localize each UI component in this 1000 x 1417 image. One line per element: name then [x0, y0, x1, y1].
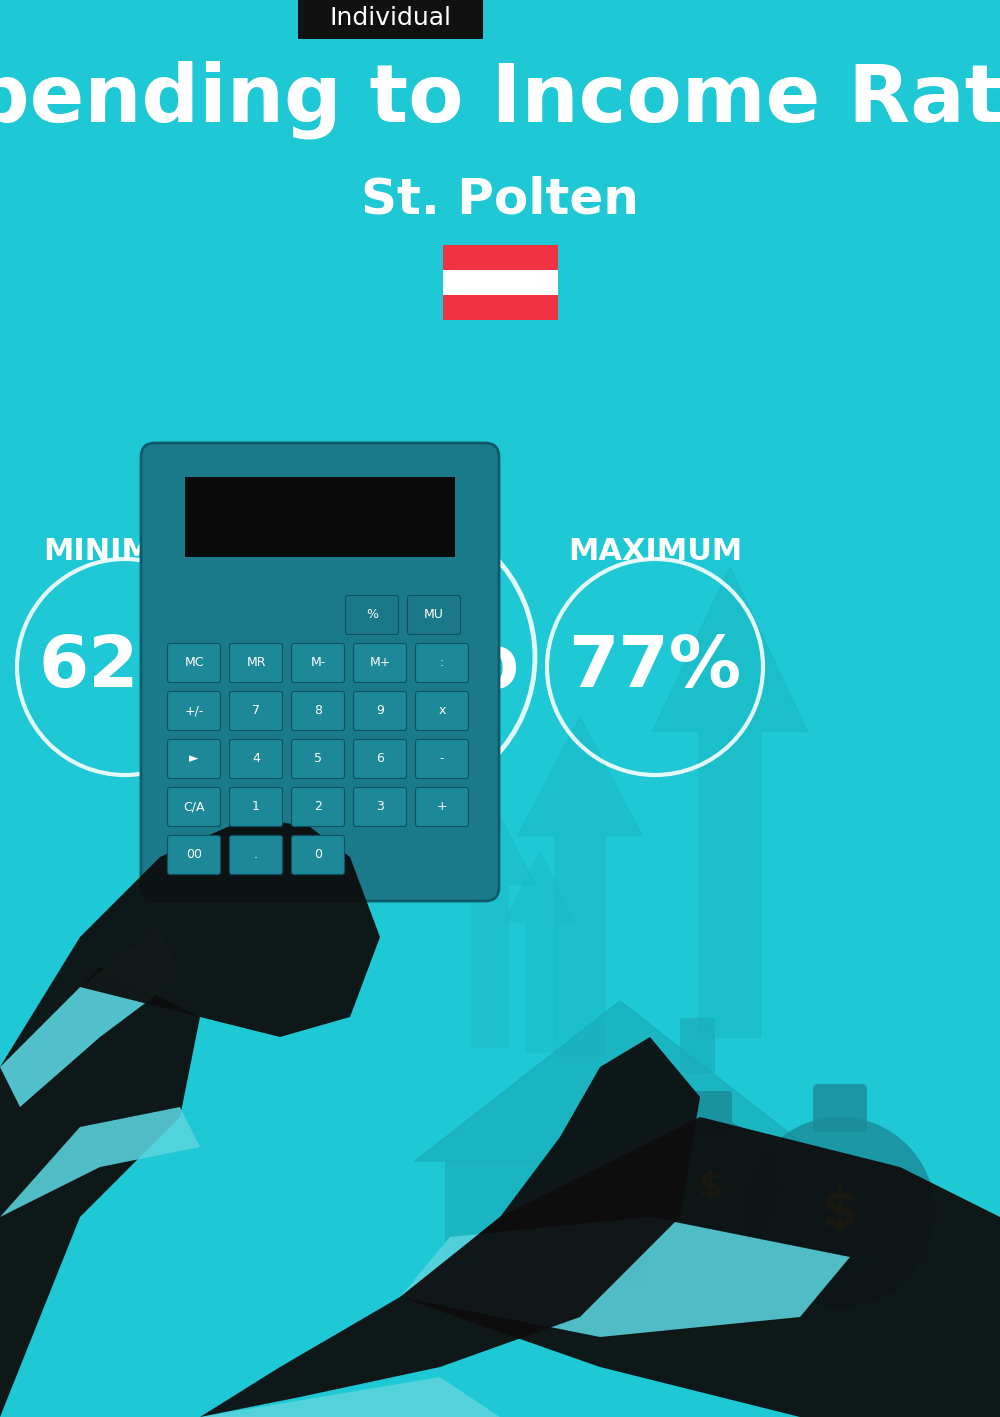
Text: C/A: C/A: [183, 801, 205, 813]
FancyBboxPatch shape: [570, 1263, 760, 1278]
Polygon shape: [505, 852, 575, 1051]
FancyBboxPatch shape: [168, 643, 220, 683]
Text: Spending to Income Ratio: Spending to Income Ratio: [0, 61, 1000, 139]
FancyBboxPatch shape: [168, 836, 220, 874]
Circle shape: [745, 1117, 935, 1306]
Polygon shape: [200, 1377, 500, 1417]
FancyBboxPatch shape: [570, 1248, 760, 1264]
Text: 62%: 62%: [39, 632, 211, 701]
FancyBboxPatch shape: [168, 740, 220, 778]
FancyBboxPatch shape: [298, 0, 482, 40]
Text: +/-: +/-: [184, 704, 204, 717]
Polygon shape: [400, 1117, 1000, 1417]
Text: %: %: [366, 608, 378, 622]
Polygon shape: [0, 818, 380, 1067]
Text: Individual: Individual: [329, 6, 451, 30]
Text: +: +: [437, 801, 447, 813]
Text: :: :: [440, 656, 444, 669]
Text: 1: 1: [252, 801, 260, 813]
FancyBboxPatch shape: [416, 691, 468, 731]
FancyBboxPatch shape: [570, 1220, 760, 1236]
Polygon shape: [0, 1107, 200, 1217]
Text: MINIMUM: MINIMUM: [43, 537, 207, 567]
FancyBboxPatch shape: [230, 691, 283, 731]
FancyBboxPatch shape: [688, 1091, 732, 1131]
FancyBboxPatch shape: [442, 295, 558, 320]
Polygon shape: [652, 567, 808, 1037]
Text: MU: MU: [424, 608, 444, 622]
FancyBboxPatch shape: [442, 245, 558, 271]
FancyBboxPatch shape: [680, 1017, 715, 1073]
Text: x: x: [438, 704, 446, 717]
FancyBboxPatch shape: [442, 271, 558, 295]
FancyBboxPatch shape: [570, 1206, 760, 1221]
FancyBboxPatch shape: [570, 1178, 760, 1195]
FancyBboxPatch shape: [230, 788, 283, 826]
FancyBboxPatch shape: [570, 1275, 760, 1292]
Text: $: $: [822, 1186, 858, 1238]
FancyBboxPatch shape: [354, 740, 406, 778]
FancyBboxPatch shape: [408, 595, 460, 635]
FancyBboxPatch shape: [813, 1084, 867, 1132]
Text: $: $: [697, 1170, 723, 1204]
Text: 7: 7: [252, 704, 260, 717]
Text: 0: 0: [314, 849, 322, 862]
Text: MR: MR: [246, 656, 266, 669]
FancyBboxPatch shape: [230, 643, 283, 683]
FancyBboxPatch shape: [354, 691, 406, 731]
FancyBboxPatch shape: [416, 788, 468, 826]
Polygon shape: [0, 927, 180, 1107]
FancyBboxPatch shape: [590, 1207, 650, 1287]
FancyBboxPatch shape: [570, 1192, 760, 1209]
Text: MAXIMUM: MAXIMUM: [568, 537, 742, 567]
FancyBboxPatch shape: [292, 643, 344, 683]
Text: 2: 2: [314, 801, 322, 813]
Text: ►: ►: [189, 752, 199, 765]
FancyBboxPatch shape: [416, 740, 468, 778]
Text: 00: 00: [186, 849, 202, 862]
FancyBboxPatch shape: [168, 788, 220, 826]
FancyBboxPatch shape: [168, 691, 220, 731]
FancyBboxPatch shape: [292, 740, 344, 778]
Text: 77%: 77%: [568, 632, 742, 701]
FancyBboxPatch shape: [346, 595, 398, 635]
FancyBboxPatch shape: [570, 1234, 760, 1250]
Text: 6: 6: [376, 752, 384, 765]
Text: -: -: [440, 752, 444, 765]
FancyBboxPatch shape: [354, 643, 406, 683]
FancyBboxPatch shape: [230, 836, 283, 874]
Polygon shape: [0, 966, 200, 1417]
Text: 8: 8: [314, 704, 322, 717]
FancyBboxPatch shape: [141, 444, 499, 901]
Polygon shape: [400, 1217, 850, 1338]
FancyBboxPatch shape: [292, 836, 344, 874]
Text: 5: 5: [314, 752, 322, 765]
Text: .: .: [254, 849, 258, 862]
FancyBboxPatch shape: [292, 691, 344, 731]
FancyBboxPatch shape: [445, 1161, 795, 1287]
Text: 3: 3: [376, 801, 384, 813]
FancyBboxPatch shape: [185, 478, 455, 557]
Polygon shape: [415, 1000, 825, 1161]
Text: MC: MC: [184, 656, 204, 669]
Text: 4: 4: [252, 752, 260, 765]
Text: St. Polten: St. Polten: [361, 176, 639, 224]
Text: 9: 9: [376, 704, 384, 717]
Polygon shape: [445, 796, 535, 1047]
FancyBboxPatch shape: [416, 643, 468, 683]
Polygon shape: [200, 1037, 700, 1417]
Text: AVERAGE: AVERAGE: [296, 485, 484, 519]
Polygon shape: [518, 717, 642, 1057]
FancyBboxPatch shape: [292, 788, 344, 826]
Text: M-: M-: [310, 656, 326, 669]
Text: 69%: 69%: [260, 604, 520, 710]
FancyBboxPatch shape: [354, 788, 406, 826]
Circle shape: [642, 1119, 778, 1255]
Text: M+: M+: [369, 656, 391, 669]
FancyBboxPatch shape: [230, 740, 283, 778]
